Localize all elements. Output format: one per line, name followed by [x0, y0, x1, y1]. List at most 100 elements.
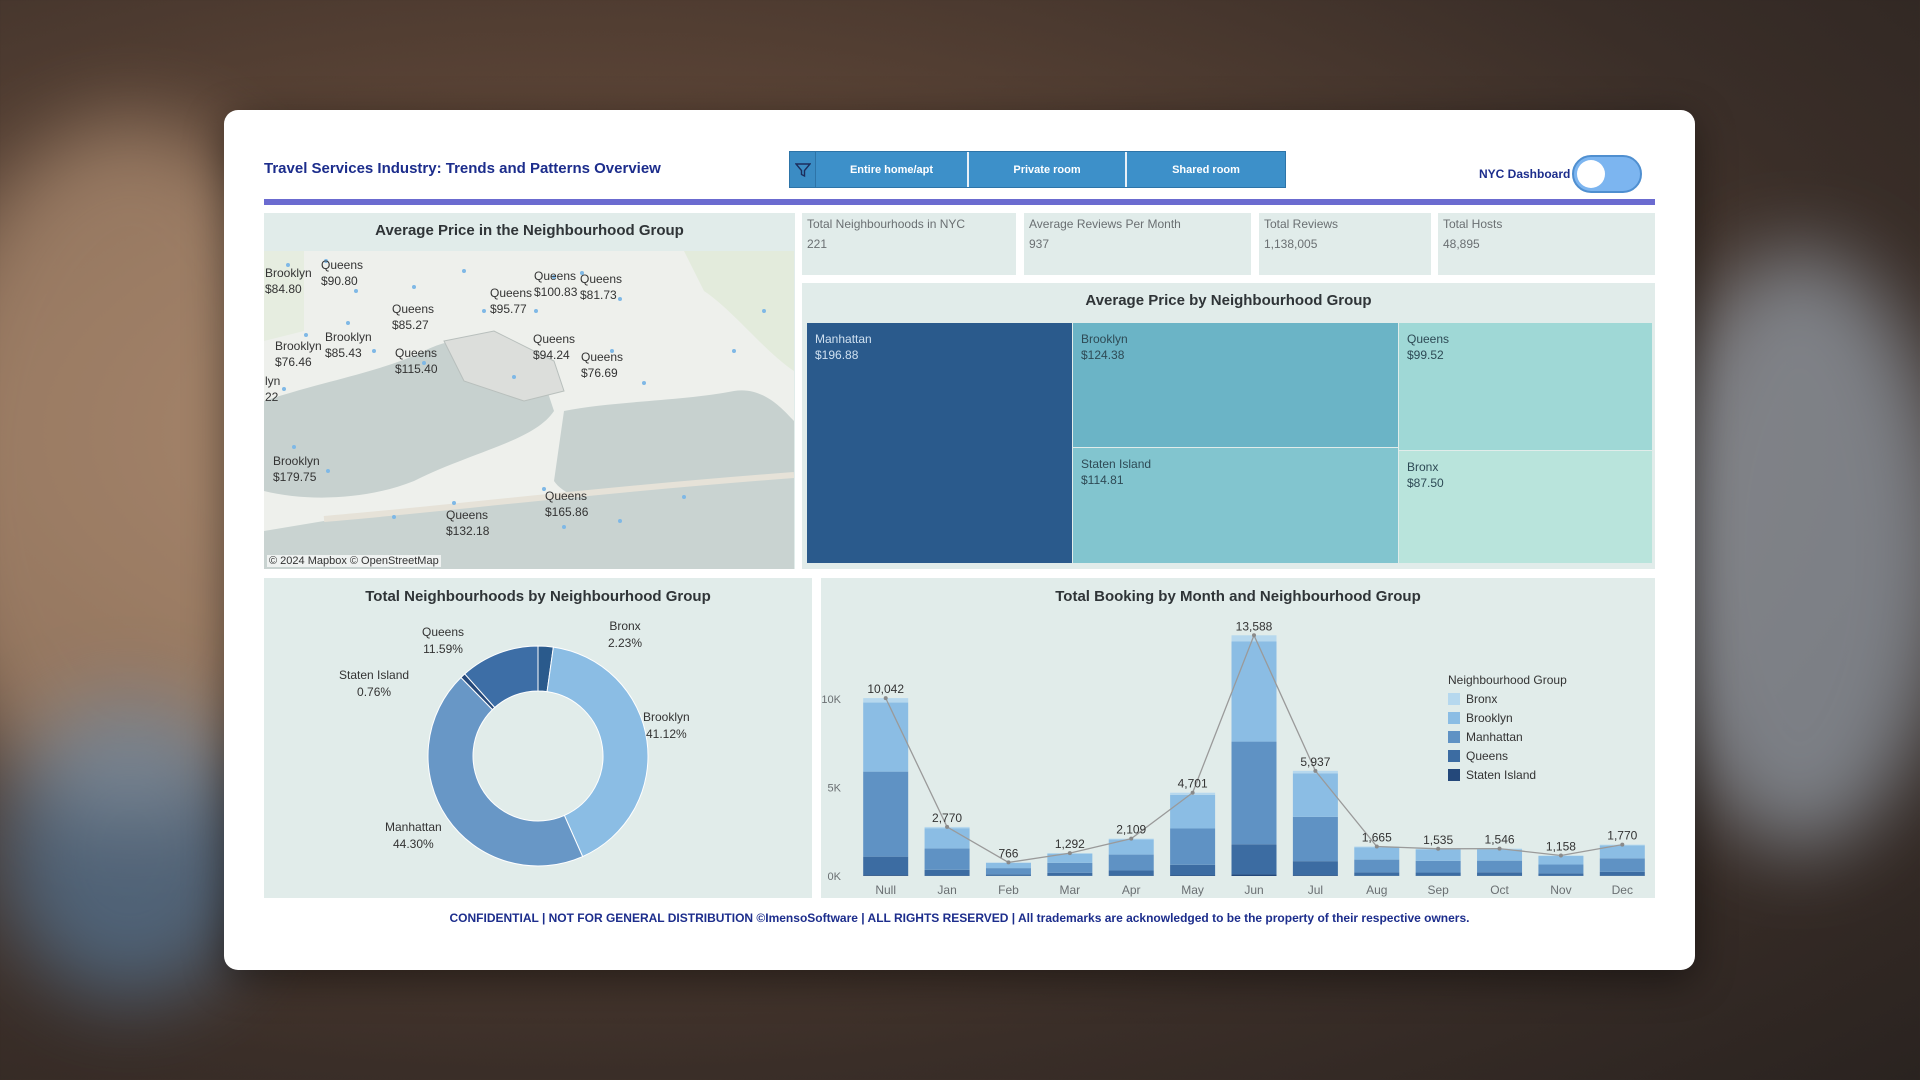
- bar-segment[interactable]: [863, 702, 909, 772]
- donut-chart[interactable]: [264, 578, 812, 898]
- x-tick-label: Jan: [937, 883, 956, 897]
- treemap-queens[interactable]: Queens $99.52: [1399, 323, 1652, 450]
- map-label[interactable]: lyn 22: [265, 374, 281, 404]
- total-point[interactable]: [1252, 633, 1256, 638]
- map-label[interactable]: Queens $81.73: [580, 272, 623, 302]
- map-label[interactable]: Queens $95.77: [490, 286, 533, 316]
- total-point[interactable]: [1129, 836, 1134, 841]
- bar-segment[interactable]: [1292, 875, 1338, 876]
- total-point[interactable]: [1374, 844, 1379, 849]
- filter-shared-room[interactable]: Shared room: [1127, 152, 1285, 187]
- map-label[interactable]: Brooklyn $76.46: [275, 339, 322, 369]
- bar-segment[interactable]: [1292, 861, 1338, 876]
- filter-icon[interactable]: [790, 152, 816, 187]
- treemap-brooklyn[interactable]: Brooklyn $124.38: [1073, 323, 1398, 447]
- bar-segment[interactable]: [985, 862, 1031, 869]
- map-label[interactable]: Queens $94.24: [533, 332, 576, 362]
- bar-segment[interactable]: [1354, 847, 1400, 860]
- bar-segment[interactable]: [1231, 741, 1277, 845]
- bar-segment[interactable]: [1170, 828, 1216, 865]
- treemap-manhattan[interactable]: Manhattan $196.88: [807, 323, 1072, 563]
- legend-item-bronx[interactable]: Bronx: [1448, 692, 1567, 706]
- total-point[interactable]: [883, 696, 888, 701]
- map-label[interactable]: Brooklyn $85.43: [325, 330, 372, 360]
- map-credit: © 2024 Mapbox © OpenStreetMap: [267, 555, 441, 567]
- bar-segment[interactable]: [985, 868, 1031, 875]
- total-point[interactable]: [1558, 853, 1563, 858]
- bar-segment[interactable]: [1354, 872, 1400, 876]
- bar-segment[interactable]: [1354, 859, 1400, 873]
- filter-private-room[interactable]: Private room: [969, 152, 1127, 187]
- bar-segment[interactable]: [1231, 844, 1277, 875]
- data-label: 1,535: [1423, 833, 1453, 847]
- total-point[interactable]: [945, 824, 950, 829]
- total-point[interactable]: [1620, 842, 1625, 847]
- donut-slice-queens[interactable]: [464, 645, 539, 709]
- bar-segment[interactable]: [1170, 864, 1216, 876]
- bar-segment[interactable]: [1108, 854, 1154, 871]
- nyc-map[interactable]: Brooklyn $84.80 Queens $90.80 Queens $100.8…: [264, 251, 794, 569]
- bar-segment[interactable]: [1477, 872, 1523, 876]
- filter-entire-home[interactable]: Entire home/apt: [816, 152, 969, 187]
- bar-segment[interactable]: [1170, 794, 1216, 829]
- bar-segment[interactable]: [1599, 845, 1645, 859]
- x-tick-label: Mar: [1060, 883, 1081, 897]
- map-label[interactable]: Queens $76.69: [581, 350, 624, 380]
- legend-item-brooklyn[interactable]: Brooklyn: [1448, 711, 1567, 725]
- bar-segment[interactable]: [1108, 839, 1154, 855]
- nyc-dashboard-toggle[interactable]: [1572, 155, 1642, 193]
- bar-segment[interactable]: [1415, 849, 1461, 861]
- map-label[interactable]: Queens $165.86: [545, 489, 589, 519]
- legend-item-staten-island[interactable]: Staten Island: [1448, 768, 1567, 782]
- bar-segment[interactable]: [1292, 816, 1338, 862]
- bar-segment[interactable]: [924, 869, 970, 876]
- bar-segment[interactable]: [1047, 872, 1093, 876]
- total-point[interactable]: [1436, 846, 1441, 851]
- bar-segment[interactable]: [1415, 872, 1461, 876]
- bar-segment[interactable]: [1047, 853, 1093, 863]
- total-point[interactable]: [1497, 846, 1502, 851]
- map-label[interactable]: Brooklyn $179.75: [273, 454, 320, 484]
- bar-segment[interactable]: [1538, 864, 1584, 874]
- treemap-bronx[interactable]: Bronx $87.50: [1399, 451, 1652, 563]
- bar-segment[interactable]: [1108, 870, 1154, 876]
- bar-segment[interactable]: [863, 856, 909, 876]
- bar-segment[interactable]: [1415, 860, 1461, 873]
- bar-segment[interactable]: [1047, 862, 1093, 873]
- data-label: 1,292: [1055, 837, 1085, 851]
- bar-segment[interactable]: [1477, 860, 1523, 873]
- total-point[interactable]: [1190, 790, 1195, 795]
- treemap-staten-island[interactable]: Staten Island $114.81: [1073, 448, 1398, 563]
- bar-segment[interactable]: [863, 698, 909, 703]
- bar-segment[interactable]: [985, 874, 1031, 876]
- bar-segment[interactable]: [1477, 849, 1523, 861]
- map-label[interactable]: Queens $85.27: [392, 302, 435, 332]
- bar-segment[interactable]: [1231, 635, 1277, 642]
- total-point[interactable]: [1313, 768, 1318, 773]
- map-label[interactable]: Queens $115.40: [395, 346, 438, 376]
- total-point[interactable]: [1067, 851, 1072, 856]
- bar-segment[interactable]: [863, 771, 909, 857]
- bar-segment[interactable]: [1538, 873, 1584, 876]
- donut-slice-brooklyn[interactable]: [546, 646, 649, 858]
- bar-segment[interactable]: [924, 848, 970, 870]
- bar-segment[interactable]: [1292, 773, 1338, 817]
- bar-segment[interactable]: [1599, 858, 1645, 872]
- donut-slice-manhattan[interactable]: [427, 676, 584, 867]
- bar-segment[interactable]: [1231, 874, 1277, 876]
- bar-segment[interactable]: [1599, 871, 1645, 876]
- bar-segment[interactable]: [924, 828, 970, 849]
- legend-item-queens[interactable]: Queens: [1448, 749, 1567, 763]
- map-label[interactable]: Brooklyn $84.80: [265, 266, 312, 296]
- bar-segment[interactable]: [1170, 875, 1216, 876]
- map-label[interactable]: Queens $90.80: [321, 258, 364, 288]
- map-label[interactable]: Queens $132.18: [446, 508, 490, 538]
- bar-segment[interactable]: [1538, 856, 1584, 865]
- booking-bar-chart[interactable]: 0K 5K 10K Null Jan Feb Mar Apr May Jun Jul Aug Sep Oc…: [821, 578, 1655, 898]
- kpi-total-neighbourhoods: Total Neighbourhoods in NYC 221: [802, 213, 1016, 275]
- bar-segment[interactable]: [1231, 641, 1277, 742]
- bar-segment[interactable]: [863, 875, 909, 876]
- legend-item-manhattan[interactable]: Manhattan: [1448, 730, 1567, 744]
- total-point[interactable]: [1006, 860, 1011, 865]
- map-label[interactable]: Queens $100.83: [534, 269, 578, 299]
